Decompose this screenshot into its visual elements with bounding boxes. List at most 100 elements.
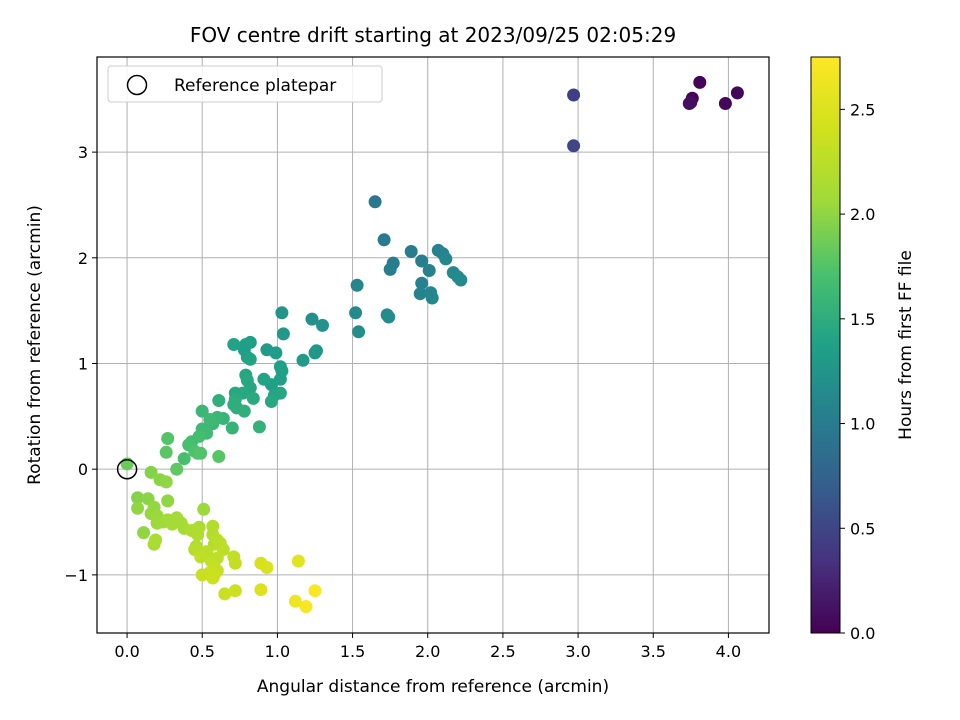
- data-point: [159, 445, 173, 459]
- y-tick-label: 2: [78, 249, 88, 268]
- data-point: [227, 338, 241, 351]
- data-point: [254, 583, 268, 597]
- data-point: [454, 273, 468, 287]
- y-tick-label: 1: [78, 354, 88, 373]
- y-tick-label: 3: [78, 143, 88, 162]
- data-point: [296, 353, 310, 367]
- data-point: [131, 491, 145, 505]
- legend: Reference platepar: [107, 65, 383, 103]
- data-point: [197, 502, 211, 516]
- data-point: [382, 310, 396, 324]
- colorbar-tick-label: 0.0: [850, 624, 875, 643]
- x-axis-label: Angular distance from reference (arcmin): [257, 677, 609, 697]
- data-point: [191, 528, 205, 542]
- y-axis-ticks: −1 0 1 2 3: [64, 143, 97, 585]
- legend-marker-icon: [126, 74, 148, 96]
- data-point: [404, 245, 418, 258]
- data-point: [170, 462, 184, 476]
- colorbar-tick-label: 1.0: [850, 415, 875, 434]
- grid: [97, 57, 769, 633]
- data-point: [228, 556, 242, 570]
- x-tick-label: 0.5: [190, 642, 215, 661]
- x-tick-label: 2.0: [415, 642, 440, 661]
- data-point: [349, 306, 363, 320]
- x-tick-label: 2.5: [490, 642, 515, 661]
- data-point: [161, 494, 175, 508]
- data-point: [228, 584, 242, 598]
- data-point: [257, 372, 271, 386]
- data-point: [177, 452, 191, 466]
- data-point: [194, 446, 208, 460]
- data-point: [316, 318, 329, 332]
- reference-platepar-marker: [116, 458, 138, 480]
- data-point: [203, 413, 217, 426]
- data-point: [192, 429, 206, 443]
- data-point: [567, 139, 581, 153]
- data-point: [246, 391, 260, 405]
- colorbar-tick-label: 1.5: [850, 310, 875, 329]
- data-point: [439, 252, 453, 266]
- x-axis-ticks: 0.0 0.5 1.0 1.5 2.0 2.5 3.0 3.5 4.0: [114, 633, 741, 661]
- x-tick-label: 0.0: [114, 642, 139, 661]
- data-point: [269, 346, 283, 360]
- data-point: [730, 86, 744, 100]
- data-point: [305, 312, 319, 326]
- data-point: [368, 195, 382, 209]
- data-point: [299, 600, 313, 614]
- colorbar-gradient: [810, 56, 841, 634]
- data-point: [275, 306, 289, 320]
- y-tick-label: 0: [78, 460, 88, 479]
- legend-box: [107, 65, 383, 103]
- data-point: [377, 233, 391, 247]
- data-point: [137, 526, 151, 540]
- y-axis-label: Rotation from reference (arcmin): [25, 205, 45, 485]
- data-point: [195, 404, 209, 418]
- data-point: [144, 465, 158, 479]
- x-tick-label: 1.5: [340, 642, 365, 661]
- data-point: [225, 421, 239, 435]
- chart-title: FOV centre drift starting at 2023/09/25 …: [190, 23, 676, 47]
- colorbar: 0.0 0.5 1.0 1.5 2.0 2.5 Hours from first FF f…: [810, 56, 916, 643]
- colorbar-tick-label: 0.5: [850, 519, 875, 538]
- data-point: [352, 325, 366, 339]
- data-point: [693, 75, 707, 89]
- data-point: [567, 88, 581, 102]
- data-point: [308, 346, 322, 360]
- data-point: [288, 594, 302, 608]
- colorbar-tick-label: 2.0: [850, 205, 875, 224]
- data-point: [415, 276, 429, 290]
- data-point: [252, 420, 266, 434]
- colorbar-label: Hours from first FF file: [896, 250, 916, 440]
- colorbar-tick-label: 2.5: [850, 100, 875, 119]
- data-point: [194, 550, 208, 564]
- data-points: [116, 75, 744, 614]
- x-tick-label: 1.0: [265, 642, 290, 661]
- data-point: [718, 97, 732, 110]
- x-tick-label: 3.5: [641, 642, 666, 661]
- data-point: [422, 264, 436, 277]
- y-tick-label: −1: [64, 566, 88, 585]
- data-point: [212, 450, 226, 463]
- data-point: [218, 587, 232, 601]
- data-point: [159, 475, 173, 489]
- plot-frame: [96, 56, 770, 634]
- data-point: [308, 584, 322, 598]
- colorbar-ticks: 0.0 0.5 1.0 1.5 2.0 2.5: [840, 100, 875, 643]
- data-point: [415, 254, 429, 268]
- data-point: [276, 327, 290, 341]
- data-point: [684, 95, 698, 109]
- data-point: [243, 352, 257, 366]
- data-point: [291, 554, 305, 568]
- x-tick-label: 4.0: [716, 642, 741, 661]
- data-point: [264, 395, 278, 408]
- data-point: [161, 432, 175, 445]
- data-point: [237, 404, 251, 418]
- legend-entry-reference: Reference platepar: [174, 76, 336, 96]
- data-point: [425, 291, 439, 305]
- data-point: [413, 287, 427, 301]
- x-tick-label: 3.0: [565, 642, 590, 661]
- data-point: [195, 568, 209, 582]
- data-point: [149, 533, 163, 547]
- data-point: [383, 262, 397, 276]
